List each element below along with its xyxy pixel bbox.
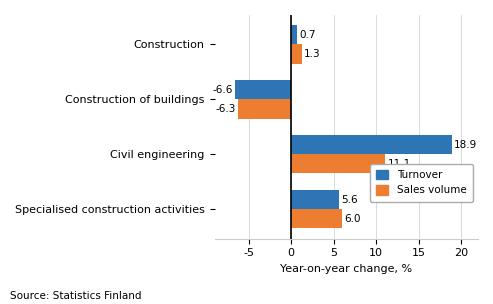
Bar bbox=[291, 25, 297, 44]
Text: 5.6: 5.6 bbox=[341, 195, 357, 205]
X-axis label: Year-on-year change, %: Year-on-year change, % bbox=[280, 264, 412, 274]
Legend: Turnover, Sales volume: Turnover, Sales volume bbox=[370, 164, 473, 202]
Text: 0.7: 0.7 bbox=[299, 30, 316, 40]
Text: 18.9: 18.9 bbox=[454, 140, 477, 150]
Text: Source: Statistics Finland: Source: Statistics Finland bbox=[10, 291, 141, 301]
Bar bbox=[235, 80, 291, 99]
Text: 1.3: 1.3 bbox=[304, 49, 321, 59]
Bar bbox=[291, 135, 452, 154]
Bar bbox=[291, 154, 386, 174]
Text: -6.6: -6.6 bbox=[212, 85, 233, 95]
Text: 6.0: 6.0 bbox=[344, 214, 361, 224]
Bar bbox=[238, 99, 291, 119]
Bar bbox=[291, 190, 339, 209]
Text: -6.3: -6.3 bbox=[215, 104, 236, 114]
Bar bbox=[291, 209, 342, 228]
Bar bbox=[291, 44, 302, 64]
Text: 11.1: 11.1 bbox=[387, 159, 411, 169]
